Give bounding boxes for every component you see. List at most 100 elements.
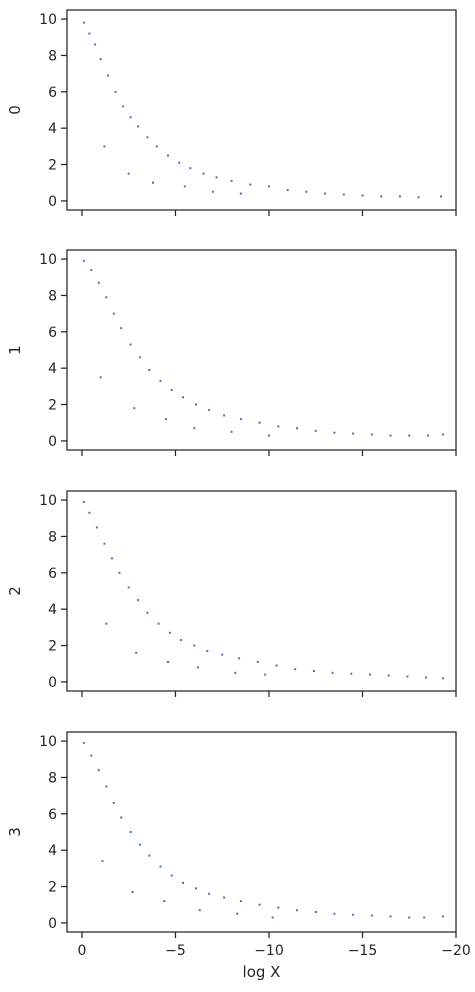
y-tick-label: 10 <box>39 493 57 509</box>
y-tick-label: 0 <box>48 675 57 691</box>
data-point <box>208 409 211 411</box>
y-tick-label: 10 <box>39 12 57 28</box>
y-tick-label: 0 <box>48 194 57 210</box>
data-point <box>157 622 160 625</box>
data-point <box>198 909 201 912</box>
data-point <box>342 193 345 196</box>
data-point <box>333 431 336 434</box>
data-point <box>256 660 259 663</box>
y-tick-label: 6 <box>48 85 57 101</box>
y-tick-label: 6 <box>48 325 57 341</box>
data-point <box>122 105 125 108</box>
data-point <box>417 196 420 199</box>
data-point <box>114 90 117 93</box>
data-point <box>90 754 93 757</box>
data-point <box>178 161 181 164</box>
data-point <box>97 281 100 284</box>
x-axis-label: log X <box>243 963 281 981</box>
y-tick-label: 4 <box>48 843 57 859</box>
data-point <box>138 843 141 846</box>
data-point <box>146 611 149 614</box>
data-point <box>202 172 205 175</box>
data-point <box>324 192 327 195</box>
data-point <box>380 195 383 198</box>
data-point <box>389 434 392 437</box>
data-point <box>99 376 102 379</box>
y-axis-label: 1 <box>6 345 24 355</box>
data-point <box>223 414 226 417</box>
data-point <box>137 599 140 602</box>
data-point <box>97 769 100 772</box>
data-point <box>163 900 166 903</box>
data-point <box>88 511 91 514</box>
data-point <box>94 43 97 46</box>
y-tick-label: 6 <box>48 566 57 582</box>
data-point <box>370 433 373 436</box>
y-tick-label: 0 <box>48 434 57 450</box>
data-point <box>211 190 214 193</box>
data-point <box>189 167 192 170</box>
data-point <box>264 673 267 676</box>
data-point <box>314 429 317 432</box>
x-tick-label: −20 <box>441 943 471 959</box>
data-point <box>195 403 197 406</box>
data-point <box>152 181 154 184</box>
data-point <box>236 912 239 915</box>
data-point <box>131 891 134 893</box>
y-tick-label: 8 <box>48 770 57 786</box>
axes-frame <box>66 490 457 692</box>
data-point <box>110 557 113 560</box>
data-point <box>206 650 209 652</box>
y-tick-label: 2 <box>48 158 57 174</box>
data-point <box>294 668 297 671</box>
data-point <box>103 145 106 148</box>
data-point <box>230 179 233 182</box>
data-point <box>103 542 106 545</box>
data-point <box>170 874 173 877</box>
data-point <box>90 269 93 271</box>
y-axis-label: 0 <box>6 105 24 115</box>
data-point <box>193 644 196 647</box>
panel-1: 0 2 4 6 8 10 1 <box>6 249 457 456</box>
data-point <box>296 427 298 430</box>
x-tick-label: −5 <box>165 943 186 959</box>
data-point <box>159 379 162 382</box>
data-point <box>129 116 132 119</box>
y-tick-label: 8 <box>48 529 57 545</box>
y-tick-label: 10 <box>39 252 57 268</box>
data-point <box>271 916 274 919</box>
data-point <box>148 369 151 371</box>
data-point <box>82 741 85 744</box>
y-tick-label: 4 <box>48 121 57 137</box>
data-point <box>425 676 428 679</box>
panel-3: 0 2 4 6 8 10 0 −5 −10 −15 −20 3 log X <box>6 731 471 981</box>
data-point <box>137 125 140 128</box>
axes-frame <box>66 9 457 211</box>
data-point <box>159 865 162 868</box>
data-point <box>127 172 130 175</box>
data-point <box>99 58 102 61</box>
data-point <box>352 913 355 916</box>
data-point <box>305 190 308 193</box>
data-point <box>423 916 426 919</box>
data-point <box>389 915 392 918</box>
data-point <box>105 296 108 299</box>
data-point <box>208 892 211 895</box>
data-point <box>167 660 169 663</box>
data-point <box>168 631 171 634</box>
data-point <box>82 21 85 24</box>
data-point <box>398 195 401 198</box>
data-point <box>215 176 218 179</box>
x-tick-label: −10 <box>254 943 284 959</box>
data-point <box>234 671 237 674</box>
data-point <box>387 674 390 677</box>
data-point <box>135 651 138 654</box>
data-point <box>107 74 110 77</box>
data-point <box>312 670 315 672</box>
data-point <box>258 421 261 424</box>
y-tick-label: 2 <box>48 639 57 655</box>
data-point <box>196 666 199 669</box>
data-point <box>406 675 409 678</box>
